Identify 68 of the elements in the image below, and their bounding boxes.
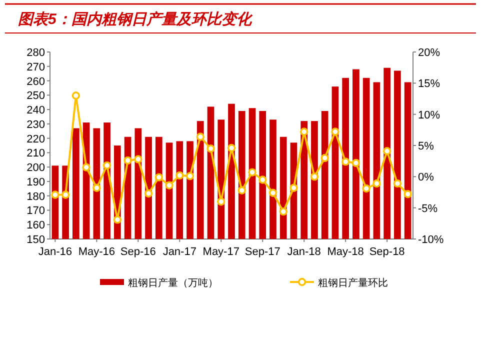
point [92, 184, 101, 192]
x-tick-label: May-16 [78, 246, 116, 258]
x-tick-label: Sep-18 [369, 246, 405, 258]
point [279, 207, 288, 216]
y-tick-label: 260 [26, 76, 45, 88]
point [227, 144, 236, 152]
y2-tick-label: 0% [418, 172, 434, 184]
x-tick-label: Sep-16 [120, 246, 156, 258]
point [124, 156, 132, 165]
y2-tick-label: 5% [418, 140, 434, 152]
point [352, 158, 360, 168]
point [331, 128, 340, 136]
point [154, 173, 163, 182]
point [258, 176, 267, 184]
point [404, 190, 412, 198]
point [217, 198, 226, 206]
y2-tick-label: 10% [418, 109, 440, 122]
point [144, 189, 153, 198]
point [82, 163, 90, 172]
x-tick-label: Jan-18 [287, 246, 321, 258]
y-tick-label: 270 [26, 61, 45, 74]
y2-tick-label: -5% [418, 202, 438, 215]
point [186, 172, 194, 180]
y-tick-label: 150 [26, 234, 45, 246]
point [196, 132, 204, 141]
point [310, 172, 319, 181]
x-tick-label: May-17 [202, 246, 240, 258]
point [134, 155, 142, 164]
x-tick-label: Jan-16 [38, 246, 72, 258]
point [72, 92, 80, 100]
y2-tick-label: 20% [418, 47, 440, 59]
y-tick-label: 220 [26, 133, 45, 146]
y-tick-label: 240 [26, 104, 45, 117]
y2-tick-label: 15% [418, 78, 440, 90]
point [176, 171, 184, 180]
point [362, 184, 370, 193]
point [238, 186, 246, 194]
y-tick-label: 200 [26, 162, 45, 174]
point [290, 184, 298, 192]
y-tick-label: 230 [26, 118, 45, 131]
point [268, 188, 278, 197]
y-tick-label: 190 [26, 176, 45, 188]
y2-tick-label: -10% [418, 234, 444, 246]
point [372, 179, 381, 188]
point [206, 144, 215, 153]
point [382, 147, 392, 156]
point [248, 168, 256, 176]
x-tick-label: Sep-17 [244, 246, 280, 258]
legend-label: 粗钢日产量环比 [318, 277, 388, 289]
point [51, 190, 60, 199]
point [165, 181, 174, 190]
legend-label: 粗钢日产量（万吨） [128, 277, 218, 289]
point [393, 179, 402, 188]
y-tick-label: 160 [26, 220, 45, 232]
y-tick-label: 280 [26, 47, 45, 59]
y-tick-label: 170 [26, 205, 45, 218]
x-tick-label: May-18 [327, 246, 364, 258]
x-tick-label: Jan-17 [162, 246, 196, 258]
point [300, 128, 308, 136]
y-tick-label: 250 [26, 90, 45, 102]
point [102, 161, 112, 170]
chart-title: 图表5：国内粗钢日产量及环比变化 [18, 10, 254, 28]
y-tick-label: 180 [26, 190, 45, 203]
point [113, 216, 122, 224]
point [320, 154, 329, 162]
point [341, 158, 350, 166]
y-tick-label: 210 [26, 148, 45, 160]
point [61, 190, 70, 199]
